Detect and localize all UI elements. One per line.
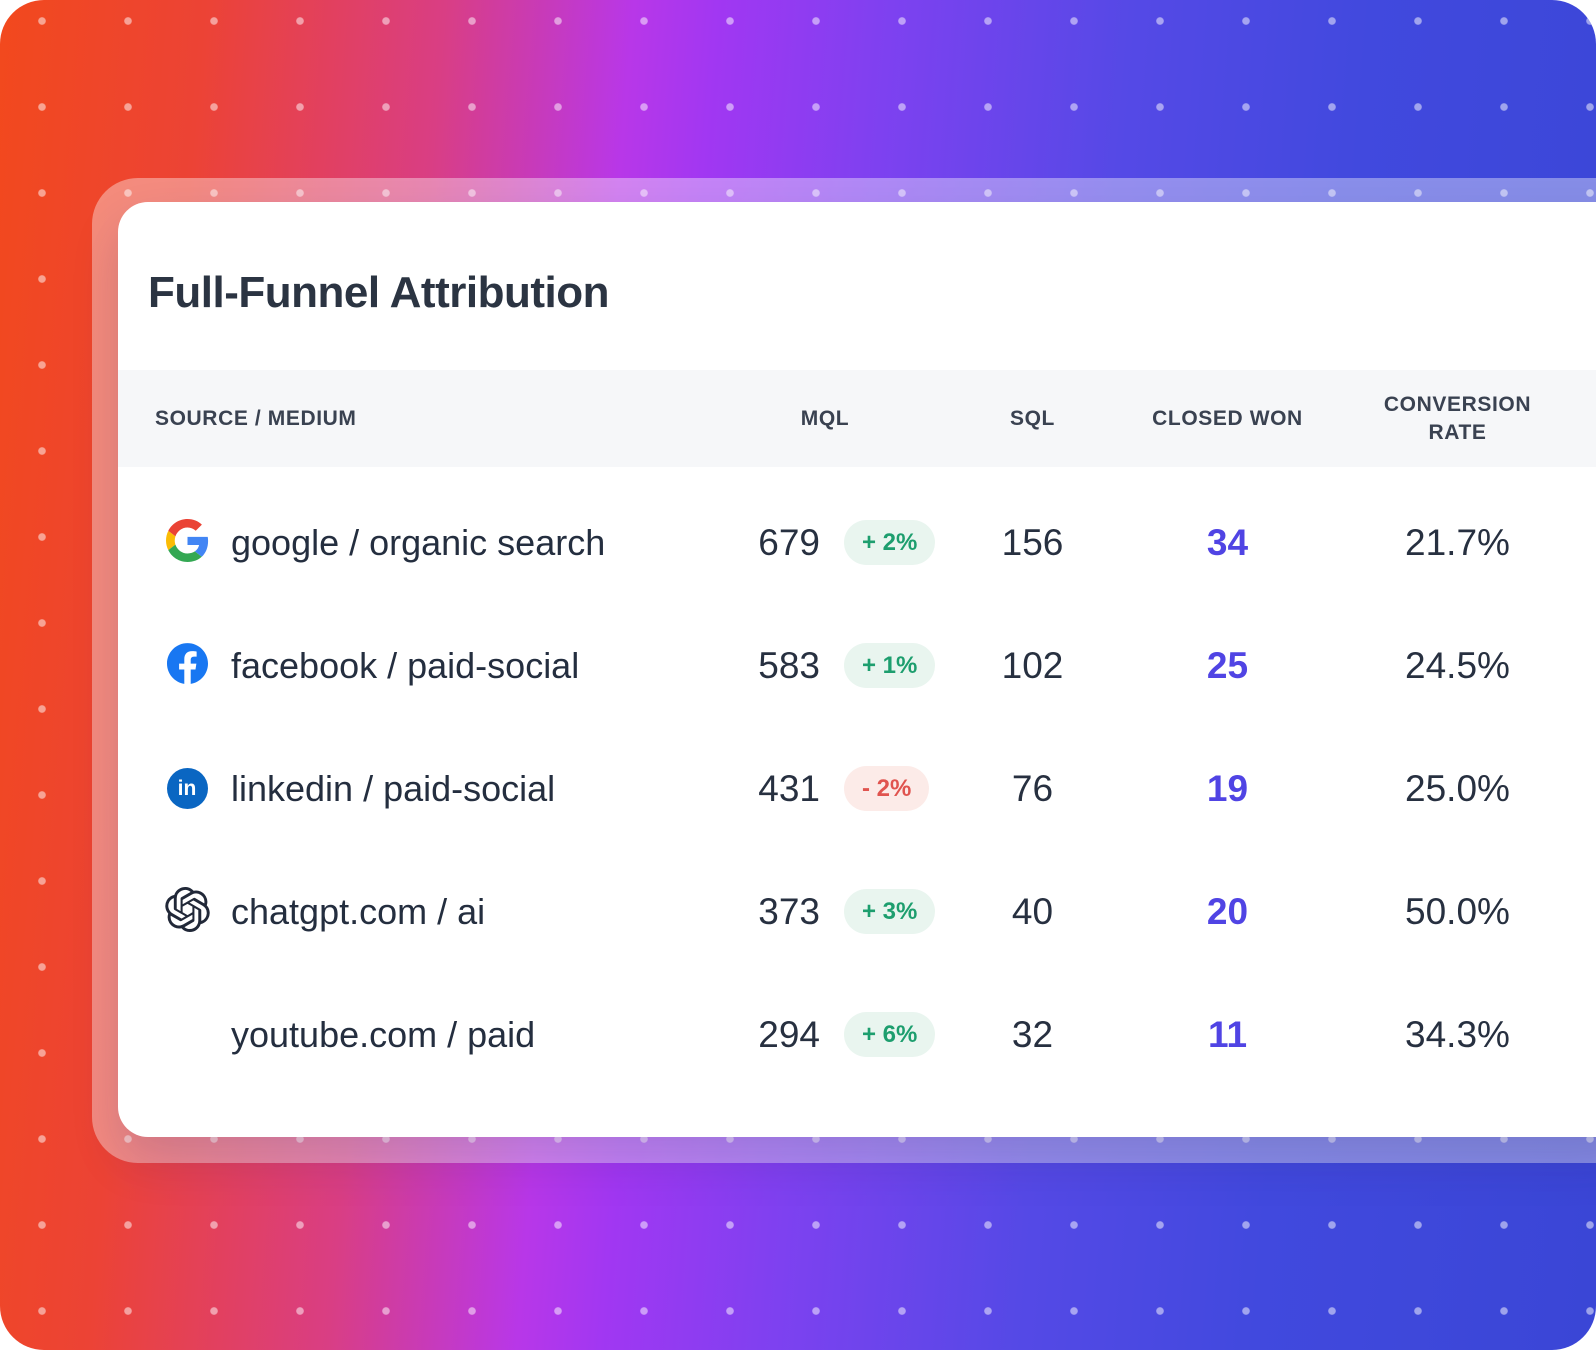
table-body: google / organic search 679 + 2% 156 34 … xyxy=(118,467,1596,1096)
source-icon-slot xyxy=(163,886,211,937)
table-header-row: SOURCE / MEDIUM MQL SQL CLOSED WON CONVE… xyxy=(118,370,1596,467)
conversion-rate-value: 21.7% xyxy=(1405,521,1510,563)
column-header-source-medium: SOURCE / MEDIUM xyxy=(155,406,357,430)
source-medium-label: linkedin / paid-social xyxy=(231,767,556,809)
closed-won-value: 25 xyxy=(1206,644,1249,686)
sql-value: 40 xyxy=(1011,890,1054,932)
linkedin-icon: in xyxy=(166,768,208,809)
conversion-rate-value: 50.0% xyxy=(1405,890,1510,932)
conversion-rate-value: 34.3% xyxy=(1405,1013,1510,1055)
source-cell: facebook / paid-social xyxy=(118,642,700,690)
sql-value: 102 xyxy=(1001,644,1064,686)
mql-value: 294 xyxy=(758,1013,820,1055)
conversion-rate-value: 24.5% xyxy=(1405,644,1510,686)
page-title: Full-Funnel Attribution xyxy=(148,268,609,317)
mql-change-badge: + 3% xyxy=(844,889,936,934)
column-header-conversion-rate: CONVERSION RATE xyxy=(1383,393,1532,444)
source-medium-label: google / organic search xyxy=(231,521,606,563)
source-cell: chatgpt.com / ai xyxy=(118,886,700,937)
mql-value: 373 xyxy=(758,890,820,932)
table-row: youtube.com / paid 294 + 6% 32 11 34.3% xyxy=(118,973,1596,1096)
column-header-sql: SQL xyxy=(1010,406,1055,430)
closed-won-value: 11 xyxy=(1207,1013,1248,1055)
closed-won-value: 20 xyxy=(1206,890,1249,932)
column-header-closed-won: CLOSED WON xyxy=(1152,406,1303,430)
sql-value: 32 xyxy=(1011,1013,1054,1055)
mql-value: 583 xyxy=(758,644,820,686)
sql-value: 76 xyxy=(1011,767,1054,809)
chatgpt-icon xyxy=(164,886,210,937)
mql-cell: 679 + 2% xyxy=(700,520,950,565)
mql-cell: 431 - 2% xyxy=(700,766,950,811)
closed-won-value: 19 xyxy=(1206,767,1249,809)
source-medium-label: facebook / paid-social xyxy=(231,644,580,686)
table-row: in linkedin / paid-social 431 - 2% 76 19… xyxy=(118,727,1596,850)
sql-value: 156 xyxy=(1001,521,1064,563)
mql-cell: 294 + 6% xyxy=(700,1012,950,1057)
mql-cell: 583 + 1% xyxy=(700,643,950,688)
attribution-card: Full-Funnel Attribution SOURCE / MEDIUM … xyxy=(118,202,1596,1137)
column-header-mql: MQL xyxy=(800,406,850,430)
source-icon-slot xyxy=(163,1011,211,1059)
table-row: google / organic search 679 + 2% 156 34 … xyxy=(118,481,1596,604)
table-row: chatgpt.com / ai 373 + 3% 40 20 50.0% xyxy=(118,850,1596,973)
mql-change-badge: - 2% xyxy=(844,766,930,811)
source-icon-slot: in xyxy=(163,765,211,813)
source-icon-slot xyxy=(163,518,211,567)
source-medium-label: youtube.com / paid xyxy=(231,1013,536,1055)
google-icon xyxy=(165,518,209,567)
mql-cell: 373 + 3% xyxy=(700,889,950,934)
mql-value: 679 xyxy=(758,521,820,563)
mql-change-badge: + 6% xyxy=(844,1012,936,1057)
mql-change-badge: + 2% xyxy=(844,520,936,565)
conversion-rate-value: 25.0% xyxy=(1405,767,1510,809)
source-icon-slot xyxy=(163,642,211,690)
mql-value: 431 xyxy=(758,767,820,809)
source-cell: in linkedin / paid-social xyxy=(118,765,700,813)
source-cell: youtube.com / paid xyxy=(118,1011,700,1059)
facebook-icon xyxy=(166,642,208,689)
table-row: facebook / paid-social 583 + 1% 102 25 2… xyxy=(118,604,1596,727)
mql-change-badge: + 1% xyxy=(844,643,936,688)
source-cell: google / organic search xyxy=(118,518,700,567)
source-medium-label: chatgpt.com / ai xyxy=(231,890,486,932)
closed-won-value: 34 xyxy=(1206,521,1249,563)
